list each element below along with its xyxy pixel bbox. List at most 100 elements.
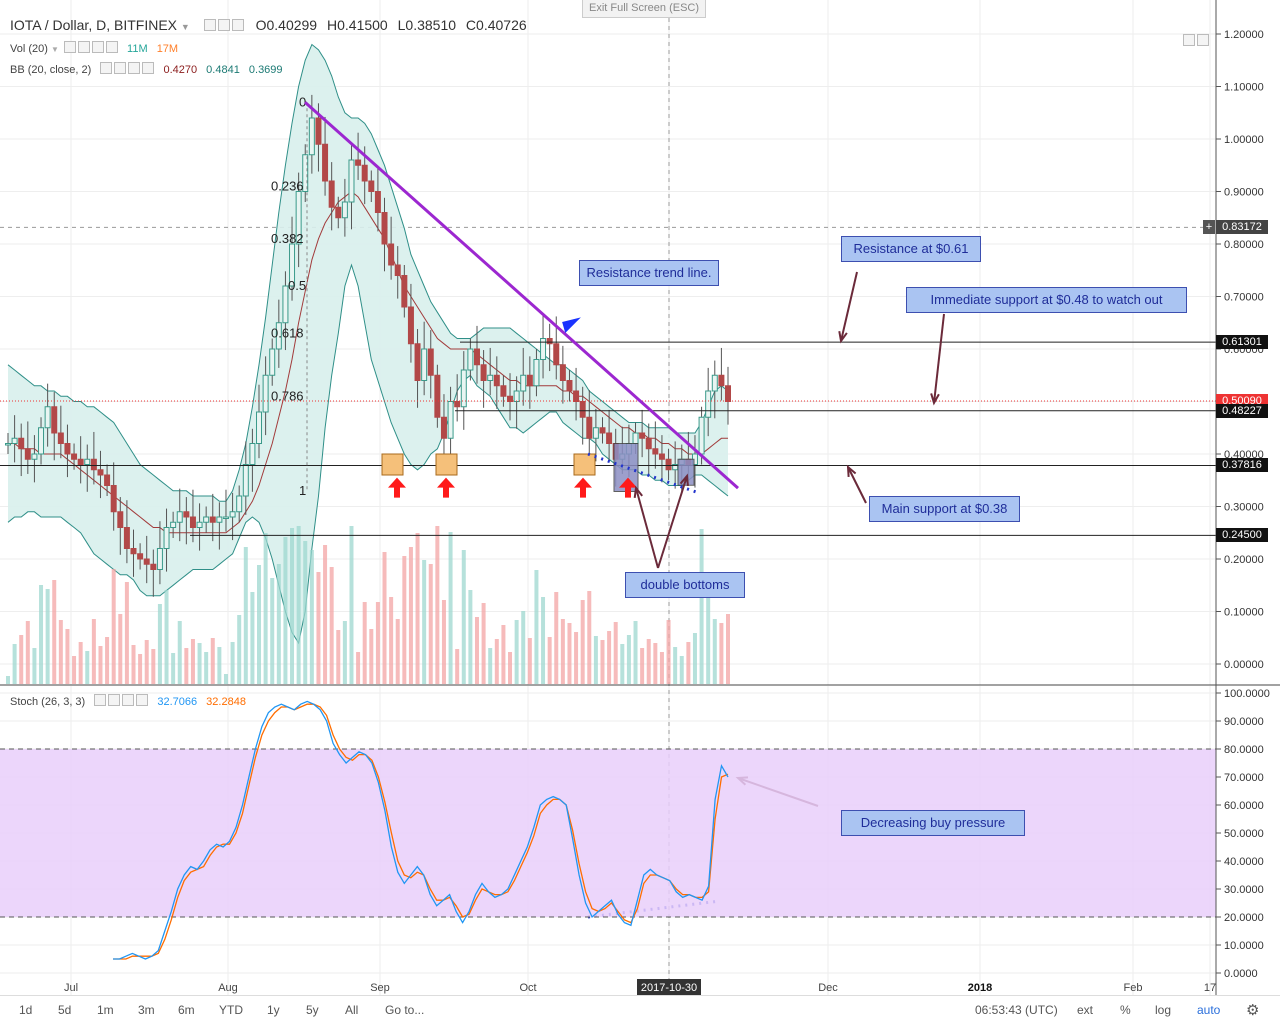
- ext-toggle[interactable]: ext: [1077, 1003, 1094, 1017]
- candle-body: [381, 212, 388, 245]
- candle-body: [440, 416, 447, 439]
- price-tag: 0.61301: [1216, 335, 1268, 350]
- bb-basis-line: [8, 190, 728, 534]
- gear-icon[interactable]: ⚙: [1246, 1002, 1260, 1019]
- range-1m[interactable]: 1m: [97, 1003, 114, 1017]
- stoch-legend[interactable]: Stoch (26, 3, 3) 32.7066 32.2848: [10, 694, 246, 708]
- annotation-double-bottoms: double bottoms: [625, 572, 745, 598]
- up-arrow-icon: [388, 477, 406, 498]
- range-5y[interactable]: 5y: [306, 1003, 319, 1017]
- exit-fullscreen-button[interactable]: Exit Full Screen (ESC): [582, 0, 706, 18]
- stoch-tick-label: 10.0000: [1224, 940, 1264, 952]
- volume-bar: [633, 621, 638, 684]
- range-ytd[interactable]: YTD: [219, 1003, 243, 1017]
- time-tick-label: Oct: [519, 982, 536, 994]
- candle-body: [315, 117, 322, 145]
- volume-bar: [600, 640, 605, 684]
- candle-body: [11, 437, 18, 444]
- candle-body: [38, 427, 45, 455]
- price-axes: 1.20000 1.10000 1.00000 0.90000 0.80000 0.700…: [1215, 0, 1270, 995]
- volume-bar: [144, 640, 149, 684]
- volume-bar: [223, 674, 228, 684]
- pointer-double-bottom-2-head: [679, 473, 689, 487]
- volume-bar: [389, 597, 394, 684]
- volume-bar: [6, 676, 10, 684]
- time-tick-label: Sep: [370, 982, 390, 994]
- candle-body: [447, 401, 454, 439]
- bb-legend[interactable]: BB (20, close, 2) 0.4270 0.4841 0.3699: [10, 62, 283, 76]
- pane-buttons[interactable]: [1181, 34, 1209, 48]
- candle-body: [236, 495, 243, 513]
- volume-bar: [362, 602, 367, 684]
- add-level-icon[interactable]: +: [1203, 220, 1215, 235]
- candle-body: [71, 453, 78, 460]
- candle-body: [44, 406, 51, 429]
- symbol-dropdown-icon[interactable]: ▼: [180, 22, 190, 32]
- volume-bar: [567, 623, 572, 684]
- candle-body: [434, 374, 441, 418]
- range-1d[interactable]: 1d: [19, 1003, 33, 1017]
- candle-body: [632, 432, 639, 444]
- candle-body: [5, 443, 11, 446]
- candle-body: [249, 443, 256, 465]
- volume-value-1: 11M: [127, 43, 148, 55]
- candle-body: [533, 359, 540, 387]
- stoch-tick-label: 60.0000: [1224, 800, 1264, 812]
- volume-legend[interactable]: Vol (20) ▼ 11M 17M: [10, 41, 178, 55]
- volume-bar: [659, 652, 664, 684]
- range-6m[interactable]: 6m: [178, 1003, 195, 1017]
- resistance-trendline: [304, 101, 739, 490]
- candle-body: [513, 390, 520, 402]
- pointer-double-bottom-1: [635, 487, 659, 569]
- volume-bar: [323, 545, 328, 684]
- symbol-title[interactable]: IOTA / Dollar, D, BITFINEX: [10, 17, 177, 33]
- volume-bar: [138, 654, 143, 684]
- volume-bar: [560, 619, 565, 684]
- candle-body: [573, 390, 580, 402]
- volume-bar: [356, 652, 361, 684]
- volume-bar: [422, 560, 427, 684]
- candle-body: [170, 521, 177, 528]
- low-value: 0.38510: [405, 17, 457, 33]
- candle-body: [130, 548, 137, 555]
- range-3m[interactable]: 3m: [138, 1003, 155, 1017]
- volume-bar: [501, 625, 506, 684]
- auto-toggle[interactable]: auto: [1197, 1003, 1221, 1017]
- volume-bar: [296, 526, 301, 684]
- volume-bar: [488, 648, 493, 684]
- candle-body: [606, 432, 613, 444]
- volume-bar: [395, 619, 400, 684]
- double-bottom-box: [677, 458, 695, 486]
- annotation-immediate-support: Immediate support at $0.48 to watch out: [906, 287, 1187, 313]
- range-1y[interactable]: 1y: [267, 1003, 280, 1017]
- candle-body: [123, 527, 130, 549]
- volume-bar: [587, 591, 592, 684]
- candle-body: [725, 385, 731, 402]
- volume-bar: [131, 645, 136, 684]
- volume-bar: [699, 529, 704, 684]
- bottom-toolbar: 1d 5d 1m 3m 6m YTD 1y 5y All Go to... 06…: [0, 995, 1280, 1025]
- chevron-down-icon[interactable]: ▼: [50, 45, 59, 54]
- range-all[interactable]: All: [345, 1003, 359, 1017]
- percent-toggle[interactable]: %: [1120, 1003, 1131, 1017]
- candlesticks: [5, 94, 731, 597]
- volume-bar: [640, 648, 645, 684]
- candle-body: [368, 180, 375, 192]
- volume-bar: [118, 614, 123, 684]
- volume-bar: [666, 620, 671, 684]
- volume-bar: [263, 533, 268, 684]
- crosshair-date-box: [637, 979, 701, 995]
- price-tick-label: 0.90000: [1224, 187, 1264, 199]
- chart-canvas[interactable]: 0 0.236 0.382 0.5 0.618 0.786 1 1.20000 1.10000…: [0, 0, 1280, 995]
- volume-bar: [620, 644, 625, 684]
- candle-body: [242, 464, 249, 497]
- support-touch-box: [573, 453, 596, 476]
- header-settings-buttons[interactable]: [202, 17, 244, 33]
- log-toggle[interactable]: log: [1155, 1003, 1172, 1017]
- range-5d[interactable]: 5d: [58, 1003, 72, 1017]
- volume-bar: [521, 611, 526, 684]
- dotted-support-line: [587, 452, 701, 495]
- volume-bar: [283, 537, 288, 684]
- goto-button[interactable]: Go to...: [385, 1003, 425, 1017]
- volume-bar: [607, 631, 612, 684]
